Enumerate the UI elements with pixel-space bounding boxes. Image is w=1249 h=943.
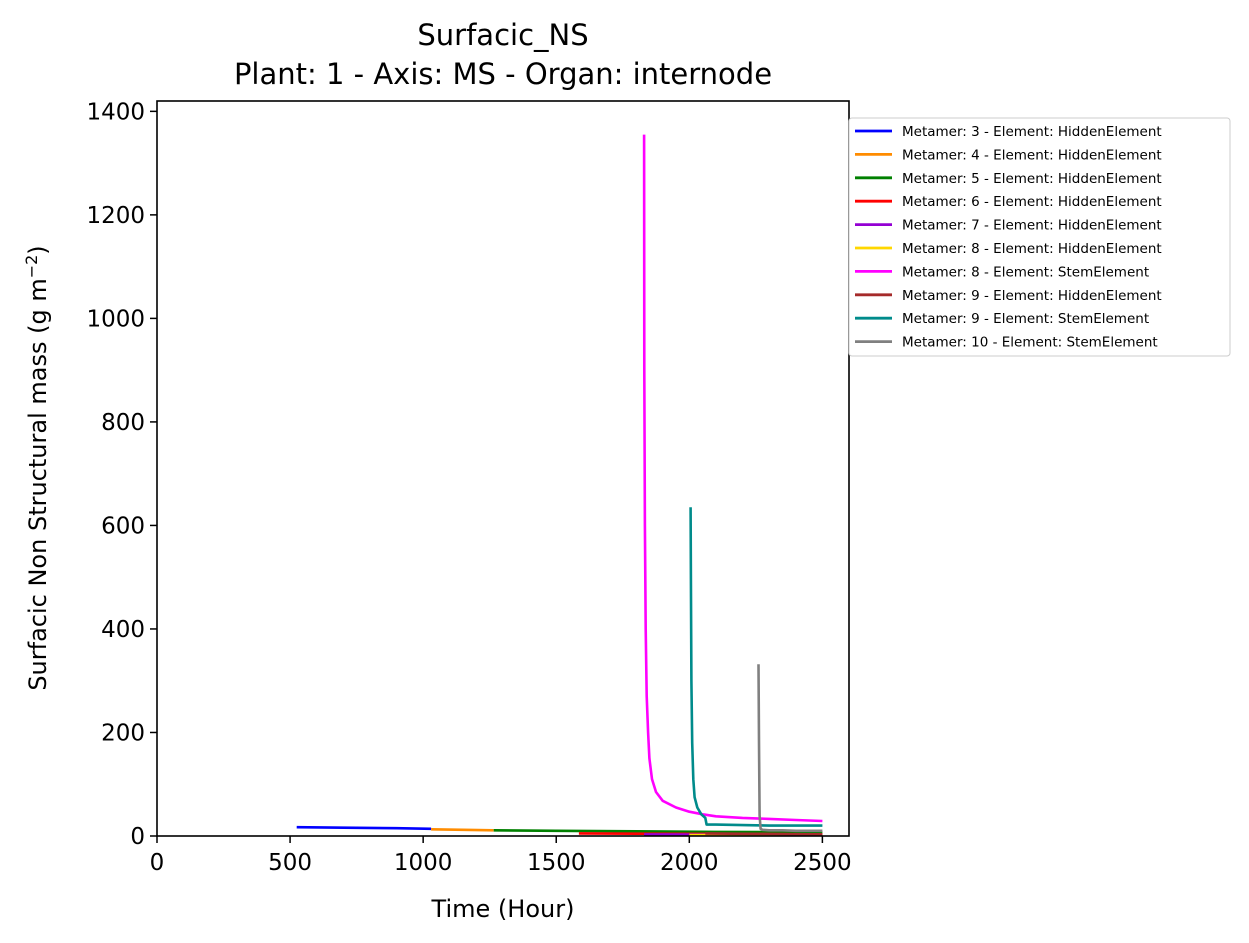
x-tick-label: 1500 [527, 850, 586, 876]
legend-entry-label: Metamer: 8 - Element: HiddenElement [902, 241, 1162, 257]
series-lines [296, 134, 823, 837]
series-line [493, 829, 823, 834]
legend-entry-label: Metamer: 10 - Element: StemElement [902, 335, 1158, 351]
y-axis-label-exponent: −2 [22, 255, 41, 279]
series-line [757, 664, 823, 833]
legend-entry-label: Metamer: 8 - Element: StemElement [902, 264, 1149, 280]
x-axis: 0 500 1000 1500 2000 2500 [150, 836, 852, 876]
legend-entry-label: Metamer: 6 - Element: HiddenElement [902, 194, 1162, 210]
series-line [705, 832, 823, 836]
y-tick-label: 1200 [86, 203, 145, 229]
y-tick-label: 200 [101, 720, 145, 746]
x-axis-label: Time (Hour) [431, 895, 575, 923]
y-tick-label: 0 [130, 824, 145, 850]
y-axis-label-close: ) [24, 245, 52, 254]
series-line [689, 507, 823, 827]
x-tick-label: 1000 [394, 850, 453, 876]
series-line [296, 825, 432, 831]
y-axis-label: Surfacic Non Structural mass (g m−2) [22, 245, 52, 690]
y-tick-label: 400 [101, 617, 145, 643]
y-tick-label: 1400 [86, 99, 145, 125]
legend-entry-label: Metamer: 4 - Element: HiddenElement [902, 147, 1162, 163]
legend-entry-label: Metamer: 5 - Element: HiddenElement [902, 171, 1162, 187]
legend-box [848, 117, 1231, 357]
x-tick-label: 500 [268, 850, 312, 876]
x-tick-label: 2000 [660, 850, 719, 876]
legend-entry-label: Metamer: 7 - Element: HiddenElement [902, 218, 1162, 234]
plot-frame [156, 100, 850, 837]
y-tick-label: 600 [101, 513, 145, 539]
chart-title: Surfacic_NS [417, 18, 588, 52]
series-line [642, 134, 823, 823]
y-tick-label: 1000 [86, 306, 145, 332]
series-line [431, 828, 494, 832]
legend: Metamer: 3 - Element: HiddenElement Metam… [848, 117, 1231, 357]
legend-entry-label: Metamer: 3 - Element: HiddenElement [902, 124, 1162, 140]
legend-entry-label: Metamer: 9 - Element: StemElement [902, 311, 1149, 327]
y-axis: 0 200 400 600 800 1000 1200 1400 [86, 99, 157, 850]
chart-subtitle: Plant: 1 - Axis: MS - Organ: internode [234, 57, 772, 91]
legend-entry-label: Metamer: 9 - Element: HiddenElement [902, 288, 1162, 304]
y-axis-label-main: Surfacic Non Structural mass (g m [24, 278, 52, 690]
y-tick-label: 800 [101, 410, 145, 436]
x-tick-label: 0 [150, 850, 165, 876]
x-tick-label: 2500 [793, 850, 852, 876]
